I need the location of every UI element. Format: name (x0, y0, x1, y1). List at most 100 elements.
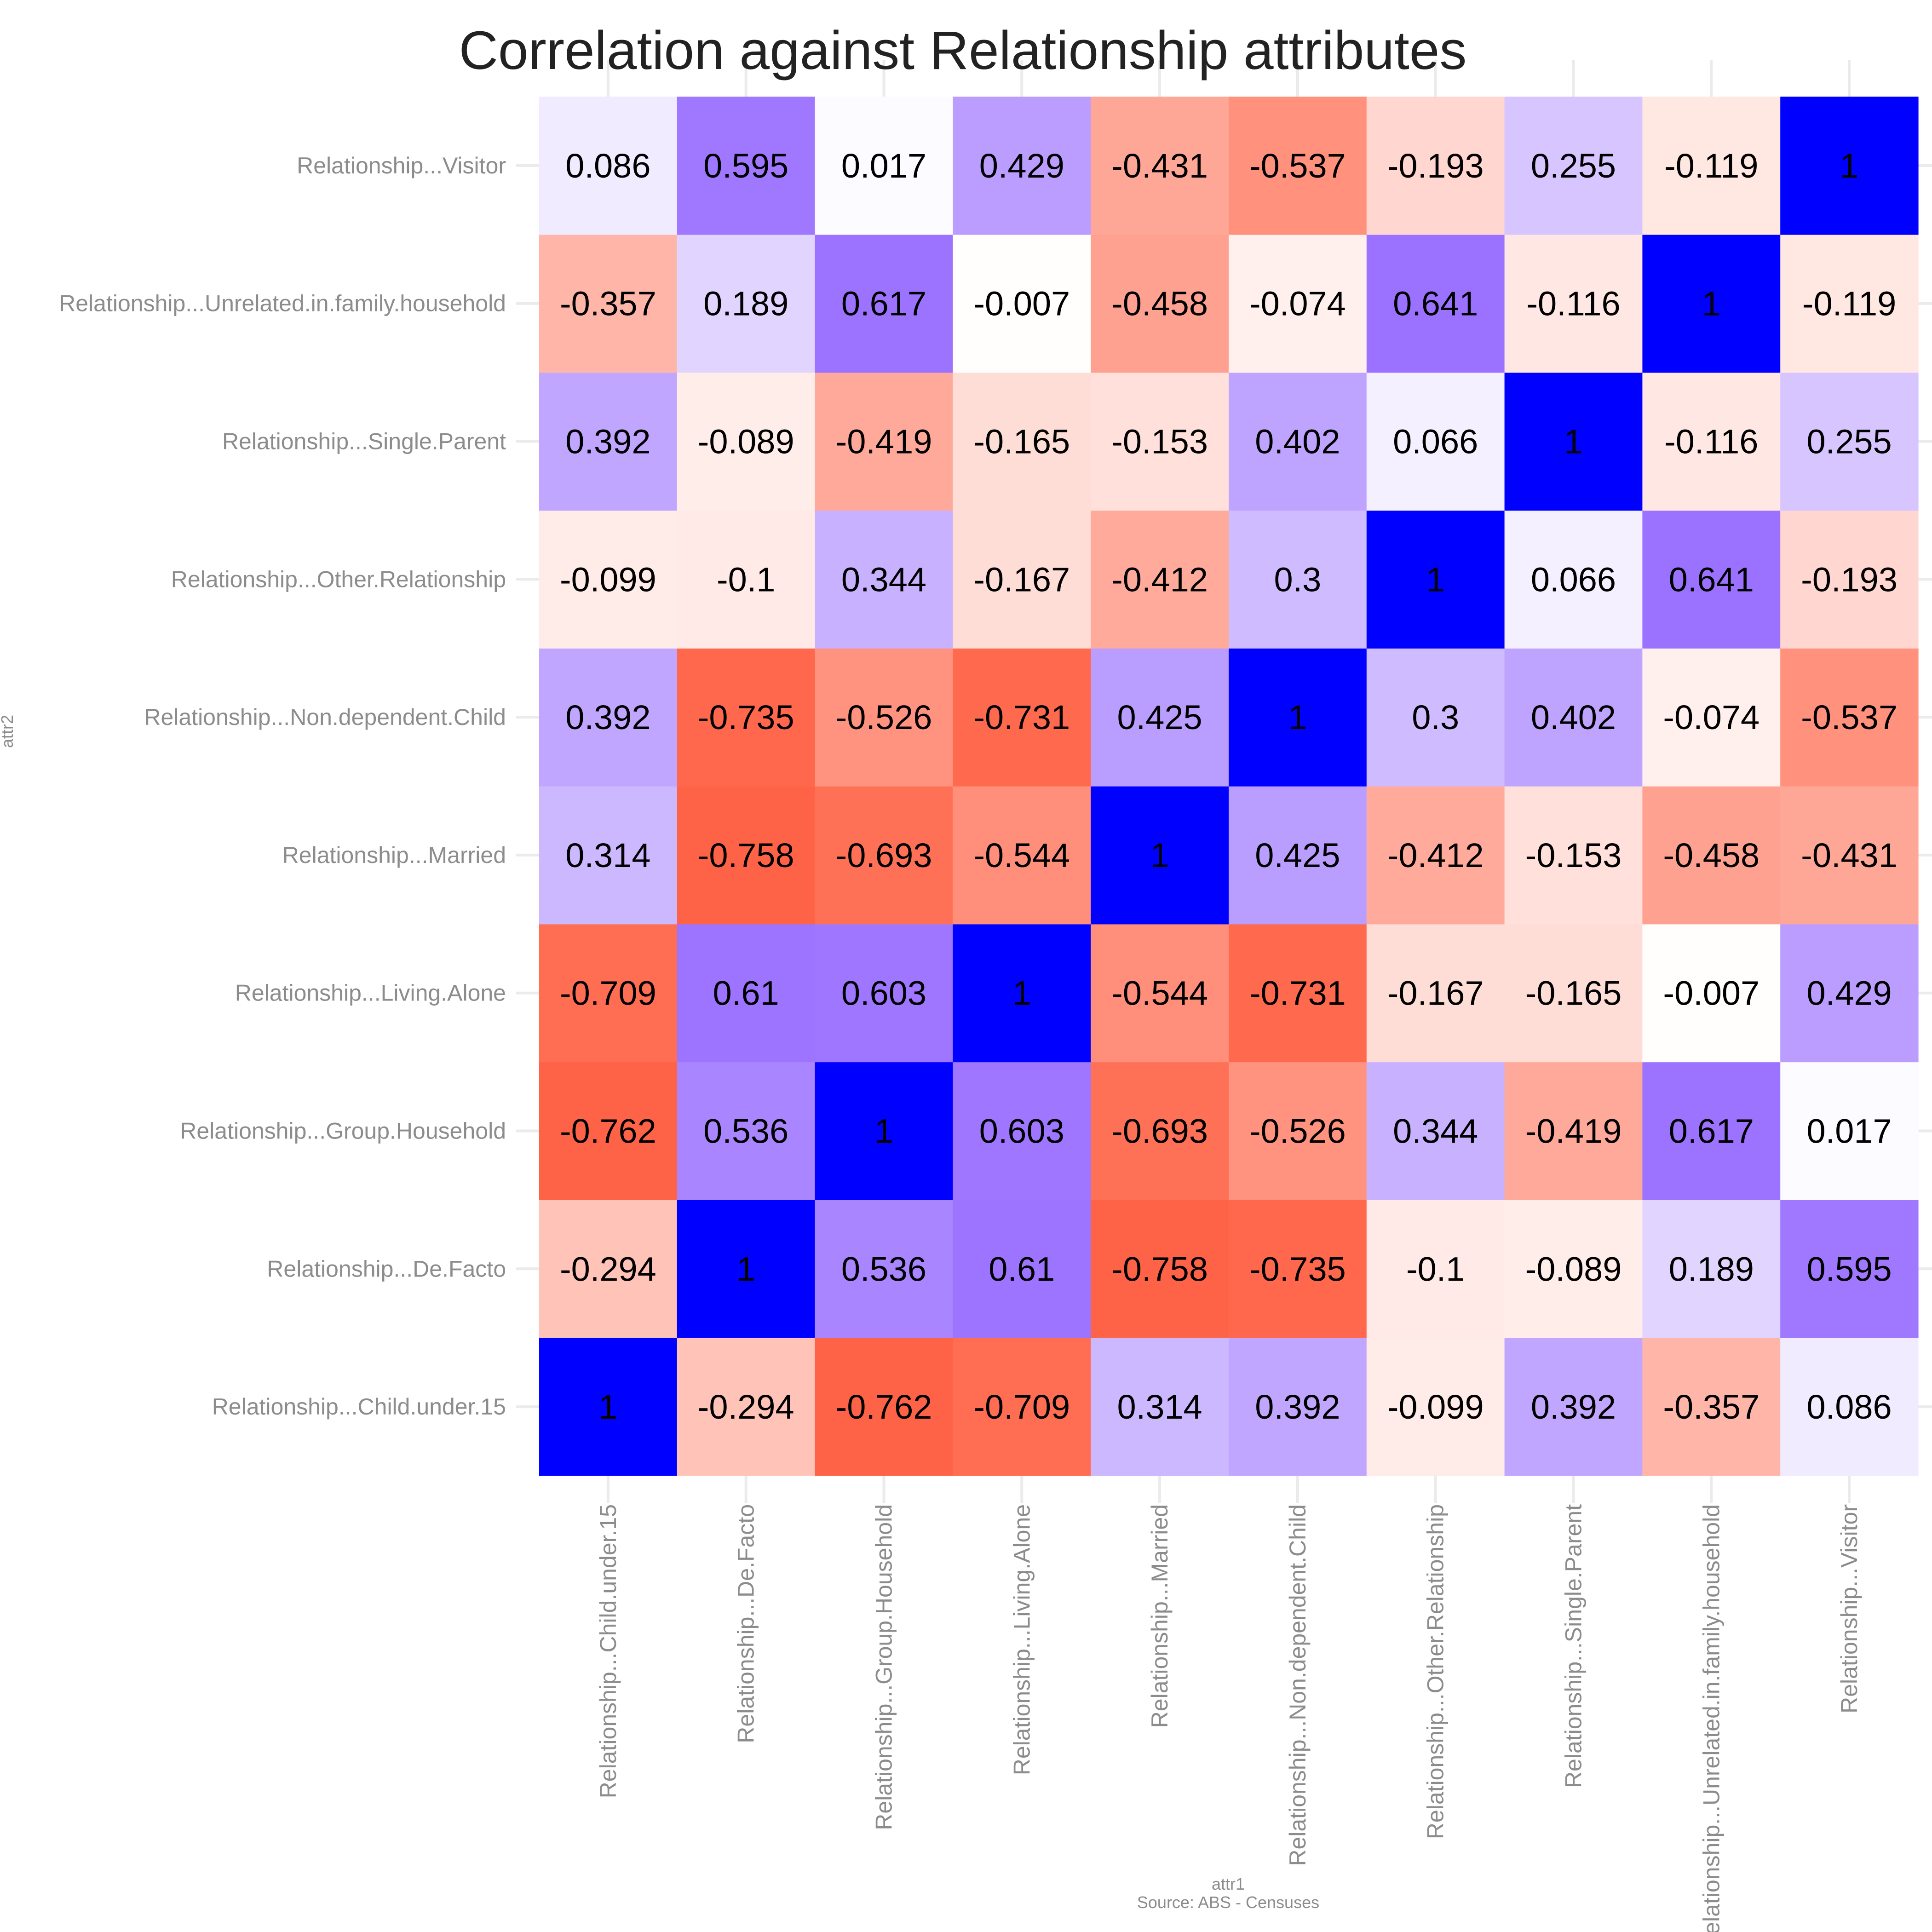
cell-value-label: -0.526 (1249, 1112, 1346, 1150)
cell-value-label: -0.537 (1249, 147, 1346, 185)
cell-value-label: 1 (1288, 698, 1307, 736)
cell-value-label: -0.735 (1249, 1250, 1346, 1288)
chart-title: Correlation against Relationship attribu… (459, 20, 1467, 81)
cell-value-label: -0.709 (973, 1388, 1070, 1426)
cell-value-label: -0.762 (836, 1388, 932, 1426)
cell-value-label: 1 (1150, 836, 1169, 874)
cell-value-label: 1 (1840, 147, 1859, 185)
x-tick-label: Relationship...Other.Relationship (1423, 1504, 1449, 1839)
cell-value-label: -0.153 (1525, 836, 1622, 874)
cell-value-label: 0.595 (703, 147, 788, 185)
x-tick-label: Relationship...De.Facto (733, 1504, 759, 1743)
cell-value-label: 0.536 (703, 1112, 788, 1150)
cell-value-label: 0.61 (989, 1250, 1055, 1288)
cell-value-label: -0.431 (1801, 836, 1898, 874)
y-tick-label: Relationship...Child.under.15 (212, 1394, 506, 1420)
cell-value-label: 0.086 (1807, 1388, 1892, 1426)
cell-value-label: 0.425 (1255, 836, 1340, 874)
cell-value-label: 0.603 (841, 974, 926, 1012)
cell-value-label: -0.193 (1387, 147, 1484, 185)
cell-value-label: 0.255 (1531, 147, 1616, 185)
cell-value-label: -0.116 (1664, 423, 1758, 461)
cell-value-label: 0.641 (1669, 560, 1754, 598)
y-axis-title: attr2 (0, 715, 17, 748)
cell-value-label: -0.165 (973, 423, 1070, 461)
cell-value-label: -0.431 (1111, 147, 1208, 185)
cell-value-label: -0.357 (560, 285, 656, 323)
y-tick-label: Relationship...Non.dependent.Child (144, 704, 506, 730)
cell-value-label: -0.412 (1387, 836, 1484, 874)
cell-value-label: -0.193 (1801, 560, 1898, 598)
x-tick-label: Relationship...Group.Household (871, 1504, 897, 1830)
cell-value-label: -0.294 (560, 1250, 656, 1288)
cell-value-label: -0.116 (1526, 285, 1620, 323)
cell-value-label: 0.066 (1393, 423, 1478, 461)
cell-value-label: -0.074 (1663, 698, 1760, 736)
cell-value-label: 0.3 (1274, 560, 1321, 598)
chart-caption: Source: ABS - Censuses (1137, 1893, 1319, 1912)
cell-value-label: -0.412 (1111, 560, 1208, 598)
cell-value-label: 0.3 (1412, 698, 1459, 736)
cell-value-label: 0.429 (979, 147, 1064, 185)
cell-value-label: -0.099 (560, 560, 656, 598)
cell-value-label: 0.617 (841, 285, 926, 323)
cell-value-label: -0.537 (1801, 698, 1898, 736)
cell-value-label: -0.526 (836, 698, 932, 736)
cell-value-label: 1 (598, 1388, 617, 1426)
cell-value-label: 0.314 (565, 836, 650, 874)
y-tick-label: Relationship...Group.Household (180, 1118, 506, 1144)
cell-value-label: -0.074 (1249, 285, 1346, 323)
cell-value-label: -0.693 (836, 836, 932, 874)
cell-value-label: 1 (1426, 560, 1445, 598)
cell-value-label: -0.758 (698, 836, 794, 874)
cell-value-label: 0.392 (1255, 1388, 1340, 1426)
cell-value-label: 0.595 (1807, 1250, 1892, 1288)
cell-value-label: -0.544 (1111, 974, 1208, 1012)
cell-value-label: 0.344 (1393, 1112, 1478, 1150)
cell-value-label: -0.007 (1663, 974, 1760, 1012)
cell-value-label: -0.119 (1802, 285, 1896, 323)
cell-value-label: 0.402 (1531, 698, 1616, 736)
cell-value-label: -0.167 (973, 560, 1070, 598)
x-tick-label: Relationship...Unrelated.in.family.house… (1698, 1504, 1724, 1932)
y-tick-label: Relationship...De.Facto (267, 1256, 506, 1282)
cell-value-label: -0.119 (1664, 147, 1758, 185)
cell-value-label: 0.425 (1117, 698, 1202, 736)
cell-value-label: 0.314 (1117, 1388, 1202, 1426)
y-tick-label: Relationship...Unrelated.in.family.house… (59, 291, 506, 316)
cell-value-label: 0.344 (841, 560, 926, 598)
y-tick-label: Relationship...Visitor (297, 153, 506, 178)
cell-value-label: 0.641 (1393, 285, 1478, 323)
cell-value-label: 0.189 (1669, 1250, 1754, 1288)
y-tick-label: Relationship...Single.Parent (222, 429, 506, 454)
cell-value-label: -0.762 (560, 1112, 656, 1150)
cell-value-label: 0.066 (1531, 560, 1616, 598)
cell-value-label: -0.167 (1387, 974, 1484, 1012)
cell-value-label: 1 (736, 1250, 755, 1288)
cell-value-label: 1 (1012, 974, 1031, 1012)
cell-value-label: -0.165 (1525, 974, 1622, 1012)
cell-value-label: -0.1 (717, 560, 776, 598)
cell-value-label: -0.419 (836, 423, 932, 461)
cell-value-label: -0.099 (1387, 1388, 1484, 1426)
cell-value-label: 0.189 (703, 285, 788, 323)
x-tick-label: Relationship...Married (1147, 1504, 1173, 1728)
x-tick-label: Relationship...Visitor (1836, 1504, 1862, 1714)
cell-value-label: -0.758 (1111, 1250, 1208, 1288)
cell-value-label: 0.617 (1669, 1112, 1754, 1150)
y-tick-label: Relationship...Other.Relationship (171, 566, 506, 592)
x-tick-label: Relationship...Single.Parent (1561, 1504, 1587, 1788)
x-tick-label: Relationship...Non.dependent.Child (1285, 1504, 1311, 1866)
cell-value-label: 0.536 (841, 1250, 926, 1288)
cell-value-label: -0.357 (1663, 1388, 1760, 1426)
cell-value-label: -0.294 (698, 1388, 794, 1426)
x-axis-title: attr1 (1212, 1874, 1245, 1893)
cell-value-label: 0.429 (1807, 974, 1892, 1012)
cell-value-label: -0.731 (1249, 974, 1346, 1012)
cell-value-label: 0.402 (1255, 423, 1340, 461)
cell-value-label: 0.086 (565, 147, 650, 185)
cell-value-label: 0.61 (713, 974, 779, 1012)
cell-value-label: 0.392 (565, 423, 650, 461)
x-tick-label: Relationship...Living.Alone (1009, 1504, 1035, 1775)
cell-value-label: 0.017 (841, 147, 926, 185)
